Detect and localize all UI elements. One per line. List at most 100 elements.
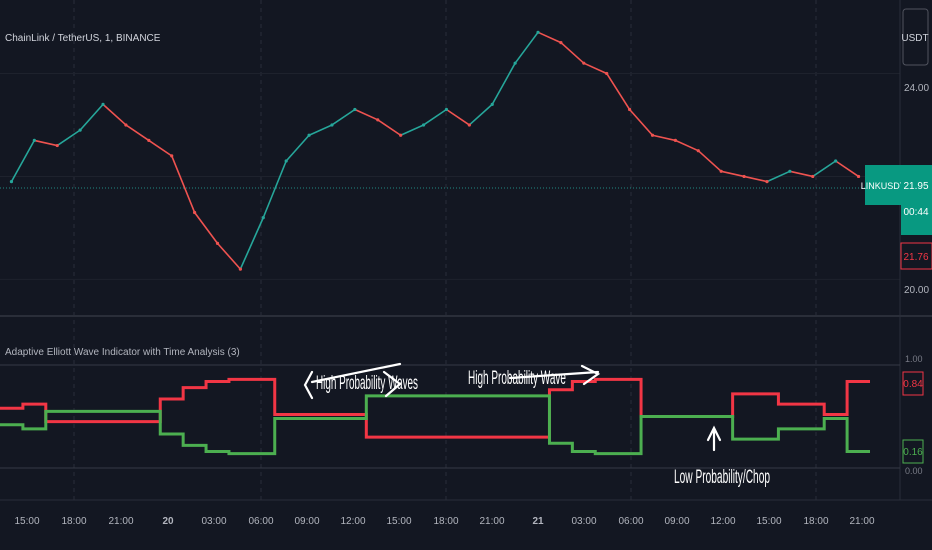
price-segment bbox=[308, 124, 333, 136]
price-segment bbox=[766, 170, 791, 183]
price-segment bbox=[102, 103, 127, 126]
price-point bbox=[742, 174, 746, 179]
indicator-lines bbox=[0, 377, 870, 456]
time-axis-label: 09:00 bbox=[664, 516, 689, 527]
symbol-price-tag-label: LINKUSDT bbox=[861, 181, 906, 191]
up-arrow-mark bbox=[706, 425, 722, 452]
time-axis-label: 12:00 bbox=[710, 516, 735, 527]
price-segment bbox=[148, 139, 173, 157]
currency-button[interactable] bbox=[902, 8, 929, 66]
price-point bbox=[78, 128, 82, 132]
strike-mark-1 bbox=[310, 362, 402, 384]
price-point bbox=[834, 159, 838, 163]
price-series bbox=[9, 30, 861, 271]
price-segment bbox=[721, 170, 745, 178]
time-axis-label: 03:00 bbox=[201, 516, 226, 527]
price-segment bbox=[537, 31, 562, 44]
time-axis-label: 15:00 bbox=[386, 516, 411, 527]
symbol-title[interactable]: ChainLink / TetherUS, 1, BINANCE bbox=[5, 33, 161, 44]
price-point bbox=[605, 71, 609, 76]
price-segment bbox=[514, 31, 539, 64]
price-point bbox=[673, 138, 677, 143]
time-axis-label: 15:00 bbox=[756, 516, 781, 527]
time-axis[interactable]: 15:00 18:00 21:00 20 03:00 06:00 09:00 12:00 15:… bbox=[14, 516, 874, 527]
right-arrow-mark-1 bbox=[382, 370, 402, 398]
indicator-green-line bbox=[0, 394, 870, 456]
indicator-title[interactable]: Adaptive Elliott Wave Indicator with Tim… bbox=[5, 347, 240, 358]
time-axis-label: 15:00 bbox=[14, 516, 39, 527]
price-point bbox=[536, 30, 540, 34]
price-tick-24: 24.00 bbox=[904, 83, 929, 94]
time-axis-label: 06:00 bbox=[618, 516, 643, 527]
price-segment bbox=[652, 134, 676, 142]
price-segment bbox=[170, 155, 196, 213]
price-segment bbox=[835, 160, 860, 178]
price-segment bbox=[10, 140, 36, 182]
symbol-price-tag bbox=[865, 165, 902, 205]
price-point bbox=[399, 133, 403, 137]
indicator-red-badge bbox=[902, 371, 924, 396]
price-point bbox=[215, 241, 220, 245]
price-segment bbox=[491, 62, 516, 105]
price-segment bbox=[606, 73, 631, 110]
price-segment bbox=[354, 108, 379, 121]
price-point bbox=[376, 118, 380, 122]
price-segment bbox=[560, 41, 585, 64]
indicator-tick-top: 1.00 bbox=[905, 354, 923, 364]
price-segment bbox=[262, 160, 287, 218]
price-segment bbox=[629, 108, 654, 136]
grid bbox=[0, 0, 900, 500]
price-segment bbox=[285, 134, 310, 162]
price-point bbox=[124, 123, 128, 127]
currency-label: USDT bbox=[901, 33, 928, 44]
price-point bbox=[513, 61, 517, 65]
price-segment bbox=[400, 124, 424, 136]
time-axis-label: 21:00 bbox=[479, 516, 504, 527]
price-point bbox=[650, 133, 655, 137]
indicator-tick-bottom: 0.00 bbox=[905, 466, 923, 476]
price-point bbox=[856, 174, 861, 179]
annotation-high-prob-waves: High Probability Waves bbox=[316, 373, 418, 394]
price-segment bbox=[812, 160, 837, 178]
left-bracket-mark bbox=[303, 370, 314, 400]
price-point bbox=[788, 169, 792, 173]
price-point bbox=[101, 102, 105, 106]
right-arrow-mark-2 bbox=[580, 364, 601, 386]
price-point bbox=[330, 123, 334, 127]
price-segment bbox=[56, 129, 81, 147]
time-axis-label: 21:00 bbox=[849, 516, 874, 527]
indicator-green-value: 0.16 bbox=[903, 447, 923, 458]
price-tick-20: 20.00 bbox=[904, 285, 929, 296]
annotation-marks bbox=[303, 362, 722, 452]
price-point bbox=[765, 179, 769, 184]
price-segment bbox=[697, 150, 722, 172]
price-segment bbox=[34, 139, 58, 147]
price-point bbox=[261, 216, 265, 220]
price-point bbox=[582, 61, 586, 65]
time-axis-label: 03:00 bbox=[571, 516, 596, 527]
price-segment bbox=[377, 119, 402, 136]
price-segment bbox=[743, 175, 768, 183]
current-price-badge bbox=[901, 165, 932, 235]
price-point bbox=[696, 149, 700, 153]
price-point bbox=[467, 123, 471, 127]
price-point bbox=[238, 267, 242, 271]
bar-countdown: 00:44 bbox=[903, 207, 928, 218]
time-axis-label: 20 bbox=[162, 516, 174, 527]
time-axis-label: 12:00 bbox=[340, 516, 365, 527]
low-price-badge bbox=[900, 242, 932, 270]
strike-mark-2 bbox=[508, 370, 600, 380]
price-point bbox=[55, 143, 59, 148]
low-price-value: 21.76 bbox=[903, 252, 928, 263]
price-point bbox=[147, 138, 151, 143]
price-point bbox=[353, 107, 357, 112]
price-point bbox=[9, 179, 14, 184]
time-axis-label: 18:00 bbox=[803, 516, 828, 527]
current-price-value: 21.95 bbox=[903, 181, 928, 192]
price-point bbox=[490, 102, 494, 106]
price-point bbox=[628, 107, 632, 112]
price-point bbox=[284, 159, 288, 163]
price-segment bbox=[331, 108, 356, 126]
price-segment bbox=[79, 103, 104, 131]
